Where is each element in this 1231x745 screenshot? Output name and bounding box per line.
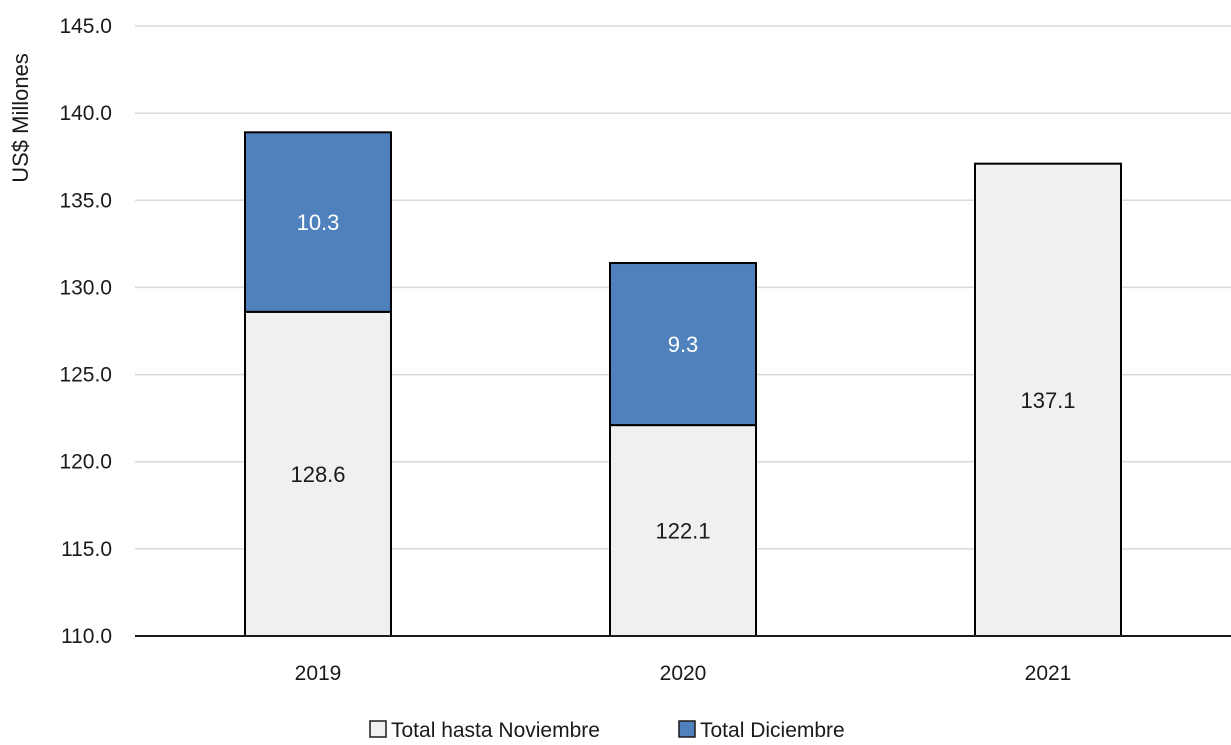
bar-total-diciembre-2020 [609, 262, 757, 427]
x-tick-label: 2021 [1025, 662, 1072, 685]
bar-total-hasta-noviembre-2021 [974, 162, 1122, 638]
legend: Total hasta Noviembre Total Diciembre [369, 719, 845, 742]
legend-swatch [369, 720, 387, 738]
legend-swatch [678, 720, 696, 738]
y-axis-ticks: 110.0 115.0 120.0 125.0 130.0 135.0 140.0 145.0 [59, 15, 112, 648]
y-tick-label: 115.0 [61, 538, 112, 561]
legend-label: Total Diciembre [700, 719, 845, 742]
x-tick-label: 2019 [295, 662, 342, 685]
y-tick-label: 135.0 [59, 189, 112, 212]
bars [244, 131, 1122, 638]
y-tick-label: 145.0 [59, 15, 112, 38]
y-tick-label: 125.0 [59, 364, 112, 387]
data-label: 122.1 [655, 519, 710, 544]
data-label: 9.3 [668, 332, 699, 357]
data-labels: 128.6 10.3 122.1 9.3 137.1 [290, 210, 1075, 543]
legend-label: Total hasta Noviembre [391, 719, 600, 742]
bar-total-diciembre-2019 [244, 131, 392, 313]
x-axis-ticks: 2019 2020 2021 [295, 662, 1072, 685]
y-tick-label: 110.0 [61, 625, 112, 648]
bar-total-hasta-noviembre-2020 [609, 424, 757, 637]
y-axis-label: US$ Millones [8, 53, 33, 183]
data-label: 128.6 [290, 462, 345, 487]
y-tick-label: 120.0 [59, 451, 112, 474]
y-tick-label: 130.0 [59, 276, 112, 299]
x-tick-label: 2020 [660, 662, 707, 685]
data-label: 137.1 [1020, 388, 1075, 413]
data-label: 10.3 [297, 210, 340, 235]
y-tick-label: 140.0 [59, 102, 112, 125]
